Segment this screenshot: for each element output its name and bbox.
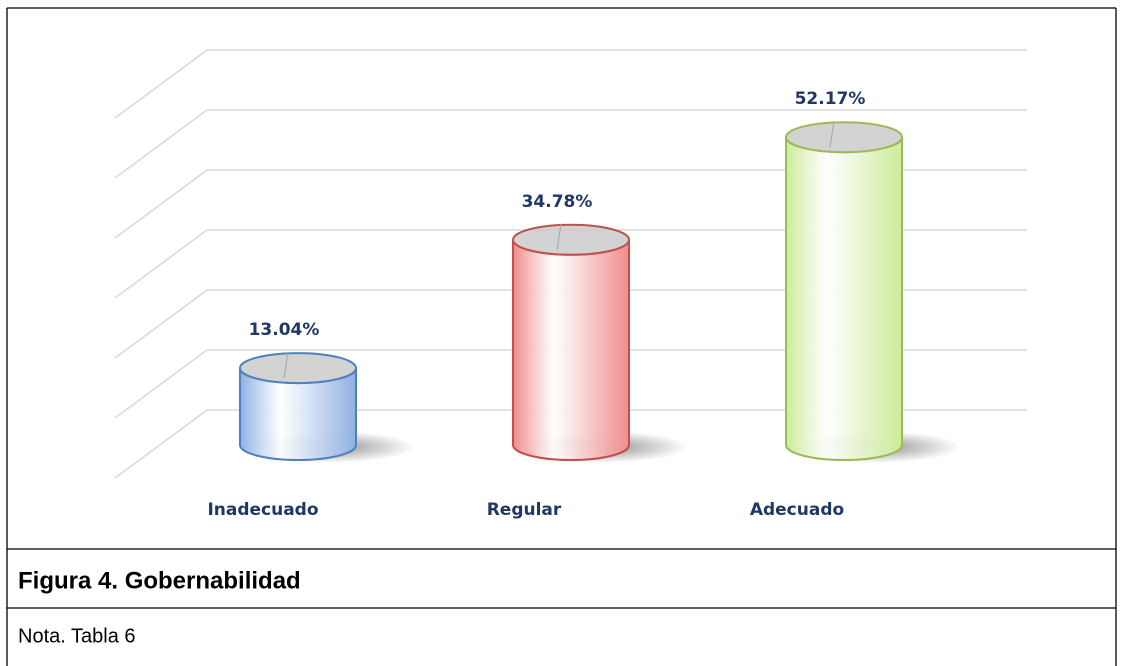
x-tick-label: Adecuado (750, 500, 844, 520)
bar-top (512, 223, 630, 256)
grid-line (114, 49, 208, 119)
value-label: 34.78% (522, 192, 593, 212)
value-label: 52.17% (795, 89, 866, 109)
bar (785, 137, 903, 461)
grid-line (114, 349, 208, 419)
bar (512, 239, 630, 461)
leader-line (829, 121, 835, 148)
caption-title: Figura 4. Gobernabilidad (18, 567, 301, 594)
bar-top (785, 121, 903, 154)
leader-line (556, 223, 562, 250)
caption-note: Nota. Tabla 6 (18, 625, 136, 647)
leader-line (283, 351, 289, 379)
frame (6, 7, 1117, 666)
chart: 13.04% Inadecuado 34.78% Regular 52.17% Adecu… (114, 49, 1027, 520)
grid-line (114, 169, 208, 239)
value-label: 13.04% (249, 320, 320, 340)
grid-line (114, 409, 208, 479)
grid-line (114, 229, 208, 299)
bar-top (239, 352, 357, 385)
x-tick-label: Inadecuado (207, 500, 318, 520)
x-tick-label: Regular (487, 500, 562, 520)
grid-line (114, 109, 208, 179)
grid-line (114, 289, 208, 359)
